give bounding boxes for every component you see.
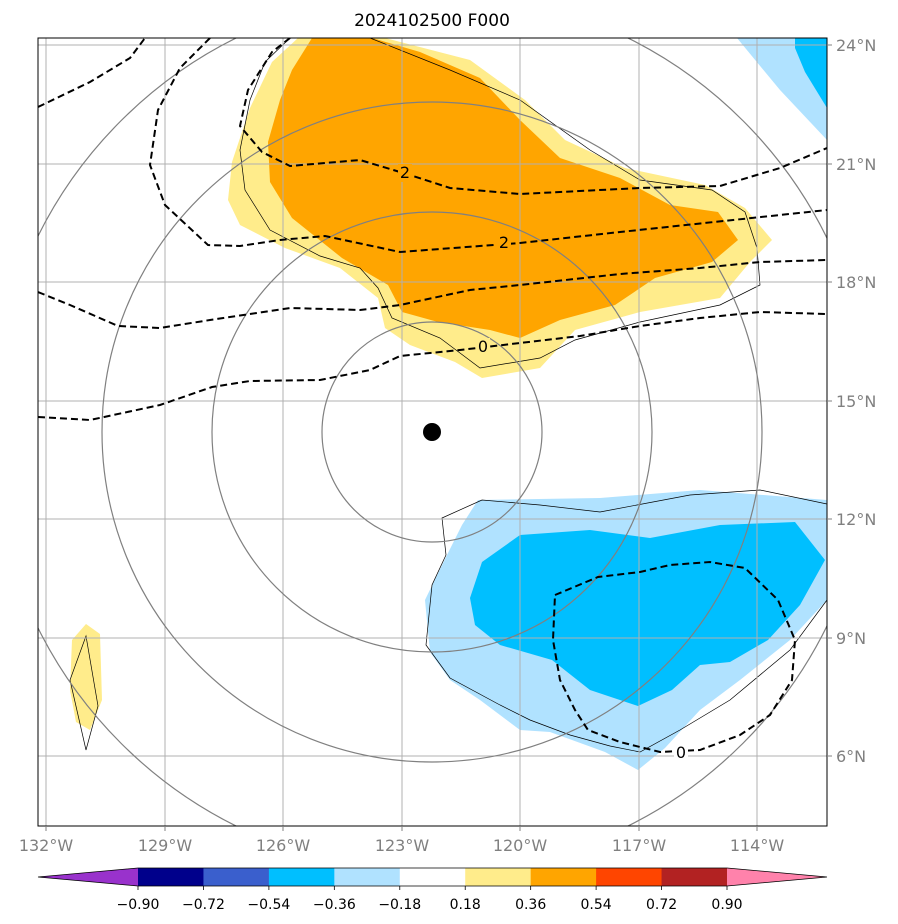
colorbar-tick-label: −0.90 (117, 897, 160, 913)
storm-center-marker (423, 423, 441, 441)
axis-ticks (45, 44, 832, 831)
x-tick-labels: 132°W 129°W 126°W 123°W 120°W 117°W 114°… (19, 836, 785, 855)
colorbar-tick-label: −0.18 (378, 897, 421, 913)
y-tick-label: 18°N (836, 273, 876, 292)
colorbar-tick-label: −0.36 (313, 897, 356, 913)
positive-anomaly-west-patch (70, 624, 102, 730)
x-tick-label: 126°W (256, 836, 311, 855)
dashed-contour-6 (551, 560, 797, 754)
colorbar-segment (596, 868, 663, 886)
contour-label: 0 (478, 337, 488, 356)
dashed-contour-1 (38, 38, 146, 108)
colorbar-segment (334, 868, 401, 886)
dashed-contour-3 (238, 38, 827, 196)
contour-label: 2 (499, 233, 509, 252)
positive-anomaly-core-region (268, 38, 738, 338)
outline-contour-south (425, 489, 827, 753)
colorbar-tick-label: 0.18 (450, 897, 481, 913)
y-tick-label: 15°N (836, 392, 876, 411)
colorbar-segment (530, 868, 597, 886)
dashed-contours (38, 38, 827, 754)
colorbar-extend-high (727, 868, 827, 886)
colorbar-tick-label: 0.36 (515, 897, 546, 913)
contour-label: 0 (676, 743, 686, 762)
x-tick-label: 117°W (612, 836, 667, 855)
y-tick-labels: 24°N 21°N 18°N 15°N 12°N 9°N 6°N (836, 36, 876, 766)
colorbar-segment (138, 868, 204, 886)
colorbar-segment (399, 868, 466, 886)
colorbar-segment (465, 868, 532, 886)
contour-labels: 2 2 0 0 (398, 163, 688, 762)
map-frame (37, 37, 828, 827)
dashed-contour-4 (38, 259, 827, 330)
colorbar-tick-label: −0.54 (247, 897, 290, 913)
x-tick-label: 114°W (730, 836, 785, 855)
contour-label: 2 (400, 163, 410, 182)
x-tick-label: 120°W (493, 836, 548, 855)
colorbar-tick-label: 0.90 (711, 897, 742, 913)
colorbar-tick-label: 0.54 (581, 897, 612, 913)
y-tick-label: 9°N (836, 629, 866, 648)
colorbar-segment (203, 868, 270, 886)
dashed-contour-2 (148, 38, 827, 254)
colorbar-extend-low (38, 868, 138, 886)
dashed-contour-5 (38, 310, 827, 422)
map-area: 2 2 0 0 (38, 38, 827, 826)
x-tick-label: 123°W (375, 836, 430, 855)
x-tick-label: 129°W (138, 836, 193, 855)
gridlines (38, 38, 827, 826)
y-tick-label: 12°N (836, 510, 876, 529)
chart-title: 2024102500 F000 (354, 11, 510, 31)
colorbar-segment (661, 868, 728, 886)
negative-anomaly-ne-core-region (795, 38, 827, 108)
colorbar-tick-label: 0.72 (646, 897, 677, 913)
x-tick-label: 132°W (19, 836, 74, 855)
colorbar: −0.90 −0.72 −0.54 −0.36 −0.18 0.18 0.36 0.54 0.7… (37, 867, 828, 913)
range-rings (38, 38, 827, 826)
negative-anomaly-core-region (470, 522, 825, 706)
colorbar-segment (268, 868, 335, 886)
outline-contour-north (239, 38, 761, 369)
outline-contour-west-patch (69, 634, 99, 751)
y-tick-label: 6°N (836, 747, 866, 766)
colorbar-tick-label: −0.72 (182, 897, 225, 913)
y-tick-label: 21°N (836, 155, 876, 174)
y-tick-label: 24°N (836, 36, 876, 55)
